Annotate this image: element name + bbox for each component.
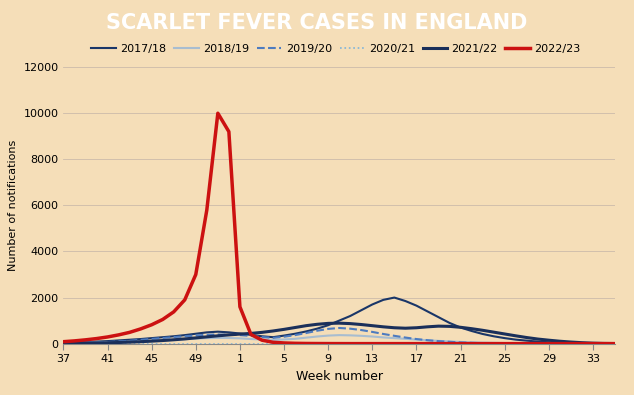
2019/20 <box>60 341 67 346</box>
2021/22 <box>335 321 343 325</box>
2018/19 <box>181 337 188 342</box>
2017/18 <box>60 340 67 345</box>
Line: 2019/20: 2019/20 <box>63 328 615 344</box>
2022/23 <box>181 297 188 302</box>
2021/22 <box>600 341 608 346</box>
2018/19 <box>468 340 476 345</box>
2021/22 <box>435 324 443 329</box>
2020/21 <box>225 341 233 346</box>
2018/19 <box>578 341 586 346</box>
2018/19 <box>335 333 343 337</box>
2019/20 <box>435 339 443 344</box>
2020/21 <box>181 341 188 346</box>
2017/18 <box>181 333 188 337</box>
2022/23 <box>346 341 354 346</box>
2022/23 <box>236 305 243 309</box>
2022/23 <box>247 332 255 337</box>
2022/23 <box>611 341 619 346</box>
2019/20 <box>611 341 619 346</box>
Line: 2021/22: 2021/22 <box>63 323 615 344</box>
2021/22 <box>236 332 243 337</box>
2022/23 <box>600 341 608 346</box>
2017/18 <box>435 315 443 320</box>
2017/18 <box>225 330 233 335</box>
2018/19 <box>225 336 233 340</box>
2018/19 <box>600 341 608 346</box>
2020/21 <box>60 341 67 346</box>
2017/18 <box>611 341 619 346</box>
2021/22 <box>468 326 476 331</box>
2021/22 <box>60 341 67 346</box>
2018/19 <box>435 339 443 343</box>
2022/23 <box>446 341 453 346</box>
2019/20 <box>236 333 243 337</box>
2019/20 <box>225 332 233 337</box>
2021/22 <box>225 333 233 337</box>
2018/19 <box>611 341 619 346</box>
2018/19 <box>236 336 243 341</box>
2020/21 <box>600 341 608 346</box>
2019/20 <box>335 325 343 330</box>
2020/21 <box>424 341 431 346</box>
2019/20 <box>468 340 476 345</box>
2019/20 <box>600 341 608 346</box>
2018/19 <box>60 341 67 346</box>
2019/20 <box>181 334 188 339</box>
X-axis label: Week number: Week number <box>295 370 383 383</box>
Line: 2022/23: 2022/23 <box>63 113 615 344</box>
Legend: 2017/18, 2018/19, 2019/20, 2020/21, 2021/22, 2022/23: 2017/18, 2018/19, 2019/20, 2020/21, 2021… <box>87 40 585 59</box>
2019/20 <box>534 341 541 346</box>
2020/21 <box>236 341 243 346</box>
2020/21 <box>611 341 619 346</box>
Text: SCARLET FEVER CASES IN ENGLAND: SCARLET FEVER CASES IN ENGLAND <box>107 13 527 33</box>
2017/18 <box>468 329 476 333</box>
Line: 2018/19: 2018/19 <box>63 335 615 344</box>
2017/18 <box>236 331 243 336</box>
2017/18 <box>600 341 608 346</box>
Line: 2017/18: 2017/18 <box>63 297 615 344</box>
2020/21 <box>456 341 464 346</box>
2021/22 <box>611 341 619 346</box>
Y-axis label: Number of notifications: Number of notifications <box>8 140 18 271</box>
2022/23 <box>60 339 67 344</box>
2022/23 <box>479 341 486 346</box>
2021/22 <box>181 337 188 341</box>
2017/18 <box>391 295 398 300</box>
2022/23 <box>214 111 222 116</box>
